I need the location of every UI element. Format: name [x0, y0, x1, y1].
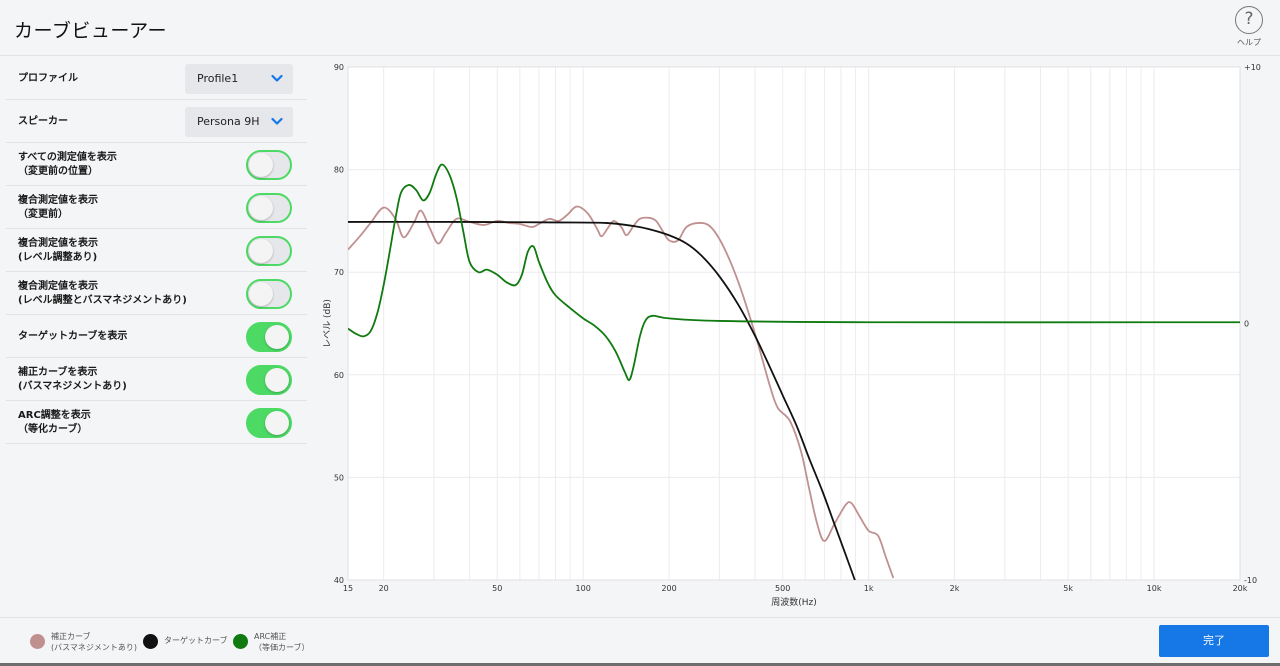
toggle-switch[interactable] [246, 236, 292, 266]
legend-swatch [30, 634, 45, 649]
correction-curve-line [348, 205, 895, 579]
toggle-knob [265, 411, 289, 435]
legend-swatch [143, 634, 158, 649]
x-tick-label: 100 [576, 584, 591, 593]
page-title: カーブビューアー [14, 20, 167, 42]
header-bar: カーブビューアー ? ヘルプ [0, 0, 1280, 56]
chevron-down-icon [271, 117, 283, 125]
y-tick-label: 40 [334, 576, 344, 585]
target-curve-line [348, 220, 856, 580]
toggle-row: ターゲットカーブを表示 [6, 315, 307, 358]
y-axis-label: レベル (dB) [323, 299, 333, 348]
chevron-down-icon [271, 74, 283, 82]
legend-label: 補正カーブ (バスマネジメントあり) [51, 632, 138, 652]
help-icon: ? [1235, 6, 1263, 34]
legend-label: ARC補正 （等価カーブ） [254, 632, 310, 652]
y2-tick-label: 0 [1244, 320, 1249, 329]
curve-chart-svg: 40 50 60 70 80 90 -10 0 +10 15 20 50 100 200 500 1k 2k 5k… [323, 63, 1261, 608]
toggle-knob [265, 325, 289, 349]
toggle-switch[interactable] [246, 365, 292, 395]
x-tick-label: 200 [661, 584, 676, 593]
toggle-row: 複合測定値を表示 （変更前） [6, 186, 307, 229]
help-label: ヘルプ [1237, 38, 1261, 47]
toggle-label: 複合測定値を表示 (レベル調整あり) [18, 238, 98, 263]
profile-label: プロファイル [18, 73, 78, 84]
speaker-label: スピーカー [18, 116, 68, 127]
y-tick-label: 60 [334, 371, 344, 380]
toggle-switch[interactable] [246, 150, 292, 180]
x-tick-label: 10k [1147, 584, 1162, 593]
toggle-switch[interactable] [246, 193, 292, 223]
arc-eq-curve-line [348, 163, 1240, 381]
toggle-label: 補正カーブを表示 (バスマネジメントあり) [18, 367, 127, 392]
legend-label: ターゲットカーブ [164, 636, 228, 645]
toggle-row: すべての測定値を表示 （変更前の位置） [6, 143, 307, 186]
toggle-row: 複合測定値を表示 (レベル調整とバスマネジメントあり) [6, 272, 307, 315]
profile-row: プロファイル Profile1 [6, 57, 307, 100]
footer-bar: 補正カーブ (バスマネジメントあり) ターゲットカーブ ARC補正 （等価カーブ） … [0, 617, 1280, 666]
profile-select[interactable]: Profile1 [185, 64, 293, 94]
toggle-label: 複合測定値を表示 (レベル調整とバスマネジメントあり) [18, 281, 187, 306]
toggle-row: ARC調整を表示 （等化カーブ） [6, 401, 307, 444]
x-tick-label: 1k [864, 584, 874, 593]
x-tick-label: 5k [1063, 584, 1073, 593]
y2-tick-label: -10 [1244, 576, 1257, 585]
y-tick-label: 90 [334, 63, 344, 72]
speaker-select-value: Persona 9H [197, 115, 260, 128]
x-axis-label: 周波数(Hz) [771, 596, 817, 608]
window-bottom-edge [0, 663, 1280, 666]
toggle-switch[interactable] [246, 279, 292, 309]
plot-frame [347, 66, 1241, 581]
toggle-row: 補正カーブを表示 (バスマネジメントあり) [6, 358, 307, 401]
done-button[interactable]: 完了 [1159, 625, 1269, 657]
toggle-row: 複合測定値を表示 (レベル調整あり) [6, 229, 307, 272]
profile-select-value: Profile1 [197, 72, 239, 85]
x-tick-label: 50 [492, 584, 502, 593]
toggle-knob [249, 153, 273, 177]
help-button[interactable]: ? ヘルプ [1234, 6, 1264, 48]
settings-sidebar: プロファイル Profile1 スピーカー Persona 9H すべての測定値… [0, 57, 307, 617]
x-tick-label: 20 [379, 584, 389, 593]
speaker-select[interactable]: Persona 9H [185, 107, 293, 137]
toggle-switch[interactable] [246, 322, 292, 352]
x-tick-label: 500 [775, 584, 790, 593]
curve-chart: 40 50 60 70 80 90 -10 0 +10 15 20 50 100 200 500 1k 2k 5k… [309, 57, 1280, 617]
toggle-knob [249, 196, 273, 220]
legend-swatch [233, 634, 248, 649]
y-tick-label: 80 [334, 166, 344, 175]
toggle-switch[interactable] [246, 408, 292, 438]
y-tick-label: 50 [334, 473, 344, 482]
x-tick-label: 20k [1233, 584, 1248, 593]
toggle-label: すべての測定値を表示 （変更前の位置） [18, 152, 117, 177]
toggle-label: ターゲットカーブを表示 [18, 331, 128, 342]
toggle-knob [249, 282, 273, 306]
toggle-label: 複合測定値を表示 （変更前） [18, 195, 98, 220]
toggle-knob [265, 368, 289, 392]
x-tick-label: 15 [343, 584, 353, 593]
toggle-label: ARC調整を表示 （等化カーブ） [18, 410, 91, 435]
speaker-row: スピーカー Persona 9H [6, 100, 307, 143]
x-tick-label: 2k [950, 584, 960, 593]
y-tick-label: 70 [334, 268, 344, 277]
plot-area [348, 67, 1240, 580]
y2-tick-label: +10 [1244, 63, 1261, 72]
toggle-knob [249, 239, 273, 263]
